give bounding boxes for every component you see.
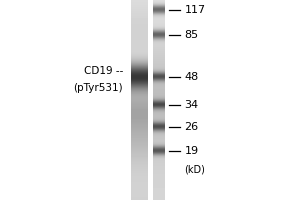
Text: 117: 117 [184,5,206,15]
Text: 34: 34 [184,100,199,110]
Text: 85: 85 [184,30,199,40]
Text: 26: 26 [184,122,199,132]
Text: 19: 19 [184,146,199,156]
Text: (kD): (kD) [184,164,206,174]
Text: (pTyr531): (pTyr531) [74,83,123,93]
Text: CD19 --: CD19 -- [84,66,123,76]
Text: 48: 48 [184,72,199,82]
